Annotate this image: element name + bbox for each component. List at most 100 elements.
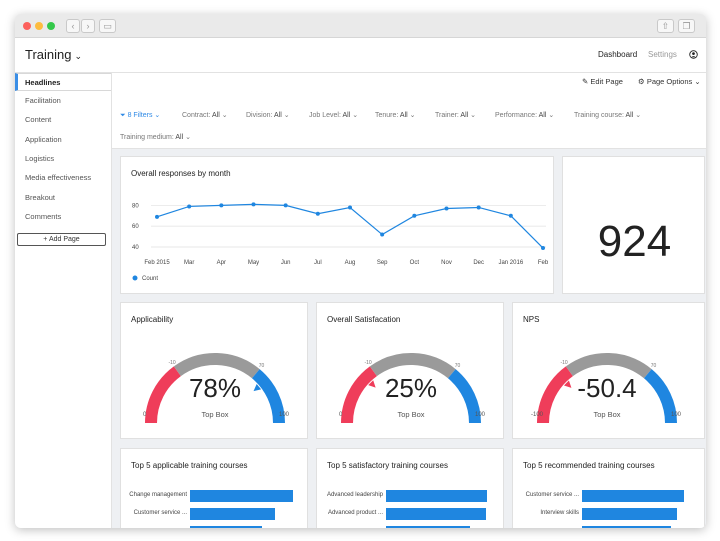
bar-label: Customer service ... — [133, 510, 187, 516]
gauge-subtitle: Top Box — [201, 410, 229, 419]
app-title[interactable]: Training ⌄ — [25, 47, 82, 62]
tabs-icon[interactable]: ❐ — [678, 19, 695, 33]
sidebar-item-application[interactable]: Application — [25, 135, 62, 144]
gauge-band-label: 70 — [455, 363, 461, 369]
x-tick-label: Aug — [345, 260, 356, 266]
filter-performance[interactable]: Performance: All ⌄ — [495, 112, 555, 119]
responses-chart-title: Overall responses by month — [131, 169, 231, 178]
responses-chart-card: Overall responses by month 80 60 40 Feb 201… — [120, 156, 554, 294]
x-tick-label: Feb 2015 — [144, 260, 170, 266]
sidebar-item-headlines[interactable]: Headlines — [15, 73, 111, 91]
user-icon[interactable] — [689, 50, 698, 59]
gauge-marker — [253, 383, 262, 392]
gauge-grey-band — [173, 353, 260, 379]
legend-label: Count — [142, 276, 158, 282]
close-window-button[interactable] — [23, 22, 31, 30]
page-options-button[interactable]: ⚙ Page Options ⌄ — [638, 77, 701, 86]
forward-icon[interactable]: › — [81, 19, 95, 33]
gauge-min: 0 — [143, 412, 147, 418]
top-courses-title: Top 5 recommended training courses — [523, 461, 655, 470]
gauge-red-band — [341, 366, 378, 424]
gauge-card-nps: NPS -10 70 -50.4 Top Box -100 100 — [512, 302, 705, 439]
edit-page-button[interactable]: ✎ Edit Page — [582, 77, 623, 86]
nav-dashboard[interactable]: Dashboard — [598, 50, 638, 59]
applicability-gauge: -10 70 — [145, 353, 285, 424]
data-point — [219, 203, 224, 208]
gauge-value: 25% — [384, 373, 438, 403]
gauge-grey-band — [565, 353, 652, 379]
filter-icon: ⏷ — [120, 112, 126, 119]
sidebar-item-media-effectiveness[interactable]: Media effectiveness — [25, 173, 92, 182]
course-bar[interactable] — [582, 526, 671, 528]
sidebar-item-facilitation[interactable]: Facilitation — [25, 96, 61, 105]
course-bar[interactable] — [190, 508, 275, 520]
gauge-band-label: -10 — [364, 360, 371, 366]
chevron-down-icon: ⌄ — [694, 77, 701, 86]
window-titlebar: ‹ › ▭ ⇧ ❐ — [15, 14, 706, 38]
browser-window: ‹ › ▭ ⇧ ❐ Training ⌄ Dashboard Settings H… — [15, 14, 706, 528]
gauge-blue-band — [447, 369, 481, 424]
pencil-icon: ✎ — [582, 77, 589, 86]
course-bar[interactable] — [582, 508, 677, 520]
course-bar[interactable] — [386, 526, 470, 528]
course-bar[interactable] — [190, 526, 262, 528]
nav-settings[interactable]: Settings — [648, 50, 677, 59]
app-title-text: Training — [25, 47, 72, 62]
course-bar[interactable] — [582, 490, 684, 502]
sidebar: Headlines Facilitation Content Applicati… — [15, 73, 111, 528]
add-page-button[interactable]: + Add Page — [17, 233, 106, 246]
x-tick-label: Oct — [410, 260, 420, 266]
gauge-min: 0 — [339, 412, 343, 418]
sidebar-item-logistics[interactable]: Logistics — [25, 154, 55, 163]
legend-marker — [132, 275, 138, 281]
filters-count: 8 Filters — [127, 112, 153, 119]
top-satisfactory-courses-card: Top 5 satisfactory training courses Adva… — [316, 448, 504, 528]
filters-button[interactable]: ⏷ 8 Filters ⌄ — [120, 112, 161, 119]
filter-division[interactable]: Division: All ⌄ — [246, 112, 290, 119]
gauge-band-label: 70 — [651, 363, 657, 369]
gauge-subtitle: Top Box — [397, 410, 425, 419]
gauge-max: 100 — [671, 412, 682, 418]
course-bar[interactable] — [386, 490, 487, 502]
gear-icon: ⚙ — [638, 77, 645, 86]
x-tick-label: Sep — [377, 260, 388, 266]
sidebar-item-comments[interactable]: Comments — [25, 212, 62, 221]
data-point — [251, 202, 256, 207]
filter-contract[interactable]: Contract: All ⌄ — [182, 112, 228, 119]
x-tick-label: Apr — [217, 260, 226, 266]
x-tick-label: Dec — [473, 260, 484, 266]
gauge-blue-band — [643, 369, 677, 424]
gauge-grey-band — [369, 353, 456, 379]
maximize-window-button[interactable] — [47, 22, 55, 30]
gauge-subtitle: Top Box — [593, 410, 621, 419]
filter-job-level[interactable]: Job Level: All ⌄ — [309, 112, 359, 119]
total-count-card: 924 — [562, 156, 705, 294]
gauge-max: 100 — [475, 412, 486, 418]
y-tick-label: 80 — [132, 203, 139, 209]
data-point — [508, 213, 513, 218]
sidebar-toggle-icon[interactable]: ▭ — [99, 19, 116, 33]
course-bar[interactable] — [386, 508, 486, 520]
total-count-value: 924 — [597, 217, 672, 266]
gauge-blue-band — [251, 369, 285, 424]
sidebar-item-breakout[interactable]: Breakout — [25, 193, 56, 202]
gauge-title: NPS — [523, 315, 540, 324]
minimize-window-button[interactable] — [35, 22, 43, 30]
responses-line-chart: 80 60 40 Feb 2015 Mar Apr May Jun Jul Aug Sep Oct No… — [132, 202, 549, 282]
data-point — [187, 204, 192, 209]
gauge-card-applicability: Applicability -10 70 78% Top Box 0 100 — [120, 302, 308, 439]
filter-training-course[interactable]: Training course: All ⌄ — [574, 112, 642, 119]
sidebar-item-content[interactable]: Content — [25, 115, 52, 124]
filter-trainer[interactable]: Trainer: All ⌄ — [435, 112, 477, 119]
x-tick-label: Jul — [314, 260, 322, 266]
share-icon[interactable]: ⇧ — [657, 19, 674, 33]
top-applicable-courses-card: Top 5 applicable training courses Change… — [120, 448, 308, 528]
filter-training-medium[interactable]: Training medium: All ⌄ — [120, 134, 191, 141]
app-header: Training ⌄ Dashboard Settings — [15, 38, 706, 73]
gauge-marker — [563, 380, 572, 388]
filter-tenure[interactable]: Tenure: All ⌄ — [375, 112, 416, 119]
course-bar[interactable] — [190, 490, 293, 502]
back-icon[interactable]: ‹ — [66, 19, 80, 33]
gauge-min: -100 — [531, 412, 544, 418]
bar-label: Change management — [129, 492, 187, 498]
